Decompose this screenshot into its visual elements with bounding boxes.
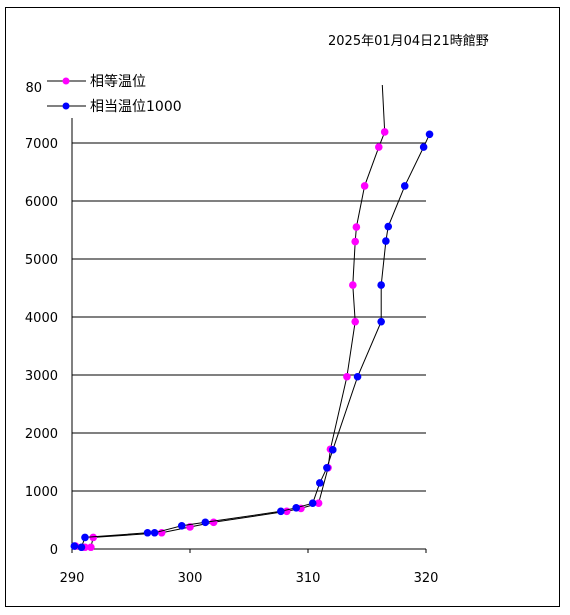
series-1-point-12	[328, 446, 337, 454]
series-0-point-13	[351, 317, 360, 326]
series-1-point-19	[419, 143, 428, 151]
series-0-point-2	[87, 543, 95, 552]
y-tick-label-2000: 2000	[25, 427, 58, 442]
series-0	[71, 84, 389, 552]
y-tick-label-0: 0	[50, 543, 58, 558]
series-1-point-3	[143, 528, 152, 537]
chart-title: 2025年01月04日21時館野	[328, 34, 489, 49]
series-0-point-19	[380, 128, 389, 136]
series-1-point-16	[382, 237, 390, 245]
chart-frame	[5, 7, 560, 607]
y-tick-label-top: 80	[25, 81, 42, 96]
legend-entry-0: 相等温位	[47, 73, 146, 90]
series-1-point-7	[277, 507, 285, 516]
legend-marker-1	[62, 102, 70, 110]
series-0-point-3	[89, 533, 98, 542]
series-0-point-9	[314, 499, 323, 507]
series-1-point-14	[377, 317, 385, 326]
legend: 相等温位 相当温位1000	[47, 73, 182, 115]
x-tick-label-310: 310	[296, 571, 321, 586]
series-1-point-20	[425, 130, 434, 139]
series-0-point-12	[343, 372, 351, 381]
series-1-point-17	[384, 222, 393, 231]
y-tick-label-4000: 4000	[25, 311, 58, 326]
series-1-point-2	[81, 533, 89, 542]
series-line-1	[74, 134, 430, 548]
y-tick-label-6000: 6000	[25, 195, 58, 210]
series-1-point-13	[353, 372, 362, 381]
series-1-point-0	[70, 542, 79, 550]
series-1-point-5	[177, 522, 186, 530]
series-1-point-11	[323, 464, 331, 472]
series-1-point-4	[150, 528, 159, 537]
legend-label-0: 相等温位	[90, 73, 146, 90]
series-1-point-18	[400, 182, 409, 190]
y-tick-label-1000: 1000	[25, 485, 58, 500]
x-tick-label-290: 290	[60, 571, 85, 586]
tick-labels: 290 300 310 320 0 1000 2000 3000 4000 5000 6000 700…	[25, 81, 439, 586]
x-tick-label-320: 320	[414, 571, 439, 586]
x-tick-label-300: 300	[178, 571, 203, 586]
legend-marker-0	[62, 77, 70, 85]
series-1-point-1	[77, 543, 86, 552]
series-1-point-9	[308, 499, 317, 507]
series-0-point-17	[360, 182, 369, 190]
series-1-point-8	[292, 504, 301, 512]
series-0-point-15	[351, 237, 360, 246]
series-1-point-6	[201, 518, 210, 527]
y-tick-label-5000: 5000	[25, 253, 58, 268]
series-0-point-14	[349, 281, 357, 289]
y-tick-label-7000: 7000	[25, 137, 58, 152]
series-0-point-18	[375, 143, 383, 151]
y-tick-label-3000: 3000	[25, 369, 58, 384]
grid-lines	[72, 142, 426, 492]
series	[70, 84, 434, 552]
series-0-point-16	[352, 223, 361, 231]
series-0-point-6	[209, 518, 218, 527]
series-1	[70, 130, 434, 552]
series-line-0	[75, 84, 386, 548]
legend-label-1: 相当温位1000	[90, 99, 182, 115]
axes	[71, 118, 427, 553]
legend-entry-1: 相当温位1000	[47, 99, 182, 115]
series-1-point-15	[377, 281, 385, 289]
series-1-point-10	[316, 479, 324, 487]
